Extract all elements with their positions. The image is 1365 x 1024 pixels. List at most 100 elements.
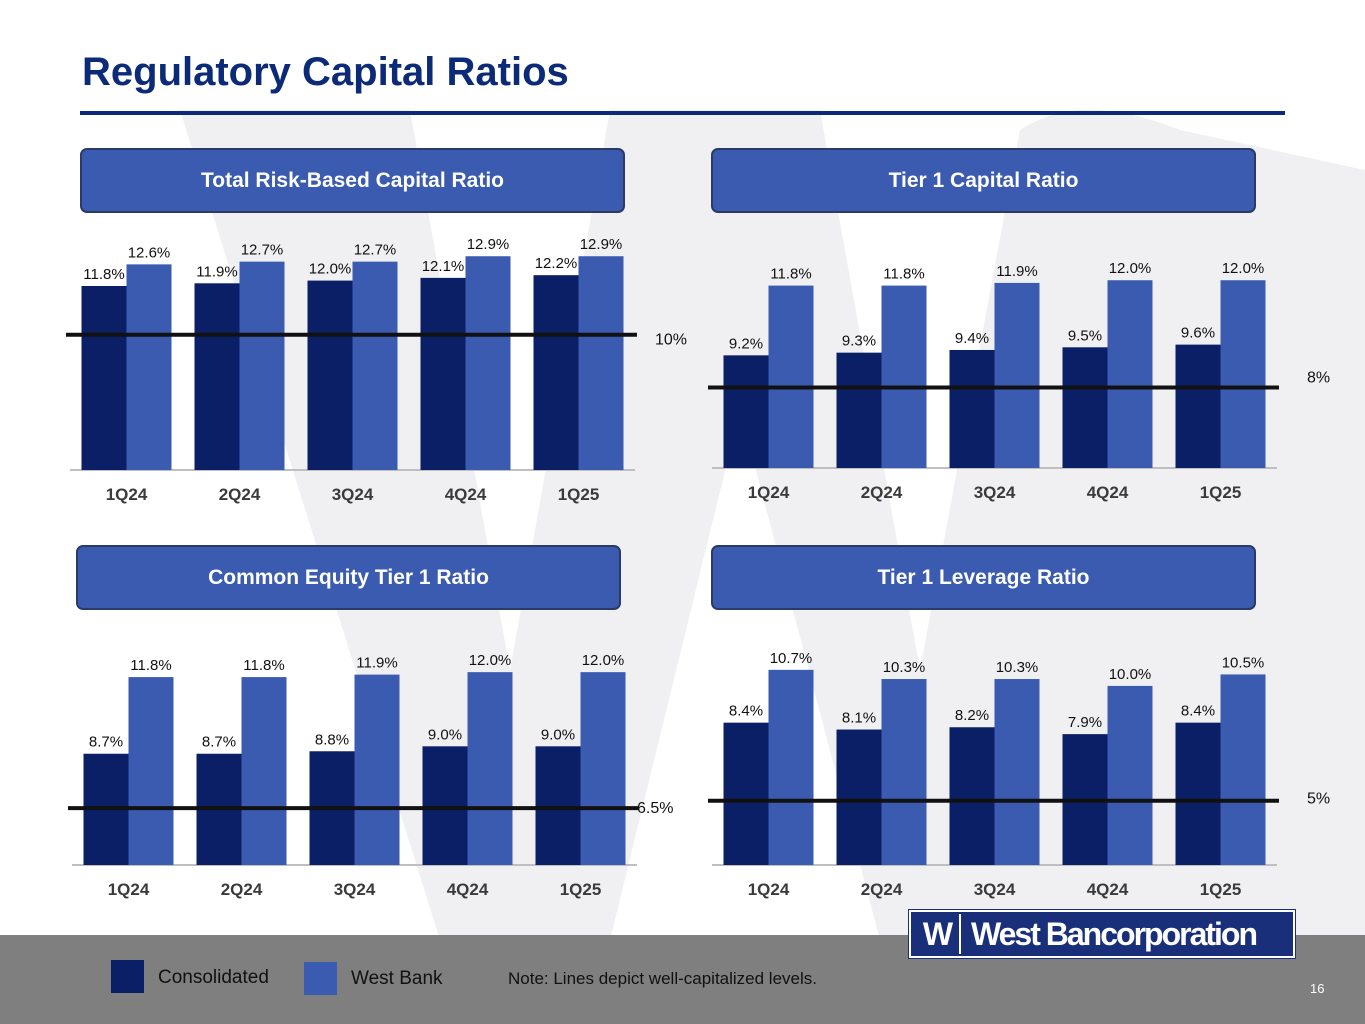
legend-swatch-consolidated — [111, 960, 144, 993]
x-tick-label: 2Q24 — [221, 880, 263, 899]
threshold-label: 8% — [1307, 370, 1330, 387]
bar-west-bank-4Q24 — [1107, 280, 1153, 468]
bar-consolidated-1Q25 — [535, 746, 581, 865]
data-label: 11.9% — [996, 263, 1037, 280]
data-label: 12.9% — [467, 236, 510, 253]
threshold-label: 10% — [655, 332, 687, 349]
bar-west-bank-2Q24 — [241, 677, 287, 865]
data-label: 8.7% — [89, 734, 123, 751]
logo-wordmark: West Bancorporation — [971, 915, 1258, 952]
bar-west-bank-2Q24 — [881, 679, 927, 865]
data-label: 12.9% — [580, 236, 623, 253]
x-tick-label: 2Q24 — [219, 485, 261, 504]
bar-west-bank-1Q25 — [578, 256, 624, 470]
data-label: 7.9% — [1068, 714, 1102, 731]
chart-tier1-capital-ratio: 9.2% 11.8% 1Q24 9.3% 11.8% 2Q24 9.4% 11.9% 3Q24 9… — [708, 260, 1330, 502]
threshold-label: 5% — [1307, 791, 1330, 808]
data-label: 10.0% — [1109, 666, 1152, 683]
data-label: 8.4% — [1181, 703, 1215, 720]
footnote: Note: Lines depict well-capitalized leve… — [508, 969, 817, 988]
data-label: 8.1% — [842, 710, 876, 727]
bar-consolidated-1Q24 — [723, 722, 769, 865]
data-label: 11.8% — [883, 266, 924, 283]
bar-west-bank-1Q25 — [1220, 674, 1266, 865]
x-tick-label: 3Q24 — [332, 485, 374, 504]
chart-tier1-leverage-ratio: 8.4% 10.7% 1Q24 8.1% 10.3% 2Q24 8.2% 10.3% 3Q24 7… — [708, 650, 1330, 899]
data-label: 9.3% — [842, 333, 876, 350]
bar-consolidated-2Q24 — [194, 283, 240, 470]
data-label: 11.9% — [196, 263, 237, 280]
x-tick-label: 3Q24 — [974, 880, 1016, 899]
legend-label-west-bank: West Bank — [351, 968, 443, 989]
x-tick-label: 4Q24 — [1087, 880, 1129, 899]
x-tick-label: 3Q24 — [334, 880, 376, 899]
bar-west-bank-2Q24 — [239, 261, 285, 470]
data-label: 10.7% — [770, 650, 813, 667]
bar-west-bank-1Q24 — [768, 285, 814, 468]
x-tick-label: 1Q24 — [108, 880, 150, 899]
bar-west-bank-3Q24 — [994, 282, 1040, 468]
bar-consolidated-3Q24 — [307, 280, 353, 470]
x-tick-label: 4Q24 — [447, 880, 489, 899]
page-title: Regulatory Capital Ratios — [82, 50, 569, 94]
x-tick-label: 1Q25 — [560, 880, 602, 899]
data-label: 9.0% — [541, 726, 575, 743]
bar-west-bank-4Q24 — [467, 672, 513, 865]
data-label: 9.5% — [1068, 327, 1102, 344]
data-label: 12.1% — [422, 258, 465, 275]
x-tick-label: 1Q25 — [558, 485, 600, 504]
data-label: 8.7% — [202, 734, 236, 751]
data-label: 11.9% — [356, 655, 397, 672]
data-label: 10.3% — [883, 659, 926, 676]
data-label: 10.5% — [1222, 654, 1265, 671]
data-label: 12.7% — [241, 242, 284, 259]
bar-west-bank-1Q25 — [580, 672, 626, 865]
bar-consolidated-4Q24 — [422, 746, 468, 865]
legend-swatch-west-bank — [304, 962, 337, 995]
bar-consolidated-1Q25 — [533, 275, 579, 470]
data-label: 8.8% — [315, 731, 349, 748]
bar-west-bank-1Q24 — [128, 677, 174, 865]
data-label: 12.0% — [469, 652, 512, 669]
data-label: 12.0% — [309, 261, 352, 278]
x-tick-label: 1Q25 — [1200, 483, 1242, 502]
x-tick-label: 1Q24 — [748, 483, 790, 502]
x-tick-label: 1Q24 — [106, 485, 148, 504]
chart-header-cet1: Common Equity Tier 1 Ratio — [76, 545, 621, 610]
bar-consolidated-1Q25 — [1175, 344, 1221, 468]
bar-consolidated-1Q24 — [81, 286, 127, 470]
bar-consolidated-2Q24 — [836, 729, 882, 865]
data-label: 9.6% — [1181, 325, 1215, 342]
bar-consolidated-3Q24 — [949, 727, 995, 865]
data-label: 10.3% — [996, 659, 1039, 676]
data-label: 12.0% — [1109, 260, 1152, 277]
bar-consolidated-4Q24 — [420, 277, 466, 470]
bar-west-bank-1Q24 — [126, 264, 172, 470]
bar-west-bank-4Q24 — [1107, 685, 1153, 865]
x-tick-label: 4Q24 — [1087, 483, 1129, 502]
data-label: 11.8% — [770, 266, 811, 283]
chart-total-risk-based-capital-ratio: 11.8%12.6%1Q2411.9%12.7%2Q2412.0%12.7%3Q… — [66, 236, 687, 504]
bar-west-bank-3Q24 — [354, 674, 400, 865]
data-label: 8.2% — [955, 707, 989, 724]
bar-west-bank-3Q24 — [352, 261, 398, 470]
bar-consolidated-1Q25 — [1175, 722, 1221, 865]
bar-west-bank-2Q24 — [881, 285, 927, 468]
chart-header-tier1-leverage: Tier 1 Leverage Ratio — [711, 545, 1256, 610]
data-label: 9.2% — [729, 335, 763, 352]
bar-consolidated-2Q24 — [836, 352, 882, 468]
data-label: 12.0% — [582, 652, 625, 669]
bar-west-bank-1Q25 — [1220, 280, 1266, 468]
page-number: 16 — [1310, 981, 1325, 996]
bar-west-bank-3Q24 — [994, 679, 1040, 865]
data-label: 12.6% — [128, 244, 171, 261]
x-tick-label: 1Q25 — [1200, 880, 1242, 899]
data-label: 12.7% — [354, 242, 397, 259]
data-label: 8.4% — [729, 703, 763, 720]
data-label: 9.0% — [428, 726, 462, 743]
x-tick-label: 1Q24 — [748, 880, 790, 899]
chart-header-tier1-capital: Tier 1 Capital Ratio — [711, 148, 1256, 213]
threshold-label: 6.5% — [637, 800, 673, 817]
chart-header-total-risk-based: Total Risk-Based Capital Ratio — [80, 148, 625, 213]
data-label: 11.8% — [130, 657, 171, 674]
